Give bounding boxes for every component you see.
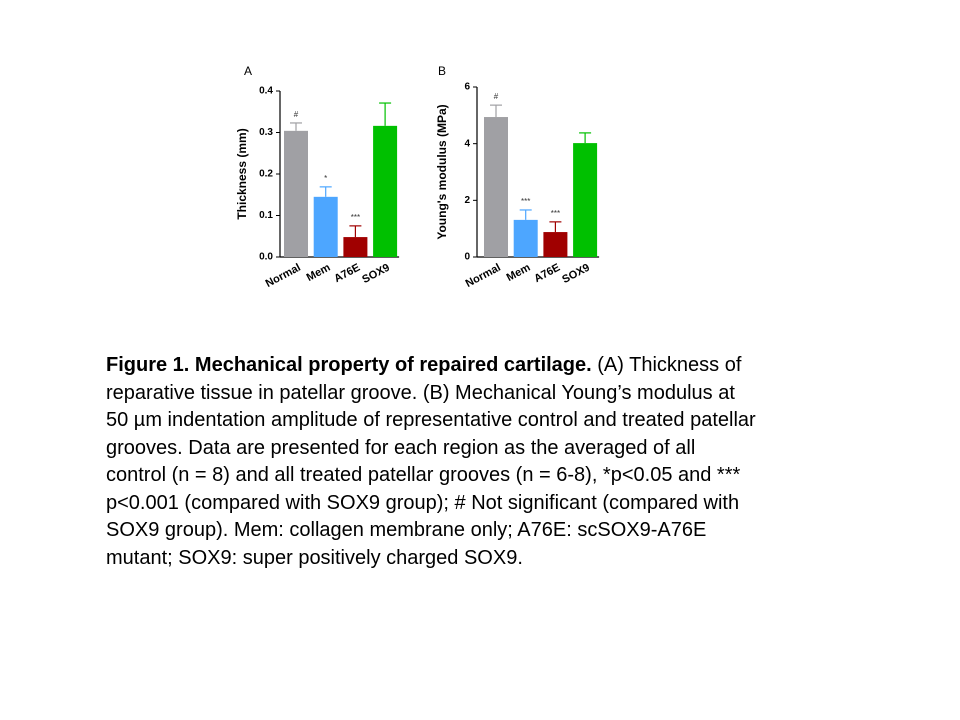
y-tick-label: 0.3 (259, 127, 273, 138)
y-tick-label: 2 (464, 195, 470, 206)
y-tick-label: 0 (464, 252, 470, 263)
bar (313, 196, 338, 257)
bar (373, 125, 398, 257)
x-tick-label: SOX9 (360, 262, 392, 286)
y-tick-label: 0.1 (259, 210, 273, 221)
bar (284, 130, 308, 257)
panel-label: A (244, 64, 252, 78)
caption-title: Figure 1. Mechanical property of repaire… (106, 354, 592, 376)
y-tick-label: 6 (464, 82, 470, 93)
y-tick-label: 0.0 (259, 252, 273, 263)
x-tick-label: Normal (264, 262, 303, 290)
x-tick-label: Mem (505, 262, 533, 284)
bar (573, 143, 598, 257)
caption-text: (A) Thickness of reparative tissue in pa… (106, 354, 756, 569)
bar (543, 232, 568, 257)
y-tick-label: 0.4 (259, 86, 273, 97)
y-tick-label: 4 (464, 138, 470, 149)
bar (513, 219, 538, 257)
y-tick-label: 0.2 (259, 169, 273, 180)
x-tick-label: Normal (464, 262, 503, 290)
x-tick-label: Mem (305, 262, 333, 284)
y-axis-label: Thickness (mm) (235, 128, 249, 219)
significance-label: *** (521, 197, 530, 206)
bar (343, 237, 368, 257)
significance-label: * (324, 174, 327, 183)
significance-label: # (494, 92, 499, 101)
x-tick-label: A76E (332, 262, 362, 286)
figure: A Thickness (mm) 0.0 0.1 0.2 0.3 0.4 # Normal * Me… (235, 64, 600, 290)
panel-label: B (438, 64, 446, 78)
significance-label: # (294, 110, 299, 119)
x-tick-label: SOX9 (560, 262, 592, 286)
caption: Figure 1. Mechanical property of repaire… (106, 352, 756, 572)
x-tick-label: A76E (532, 262, 562, 286)
y-axis-label: Young's modulus (MPa) (435, 104, 449, 239)
bar (484, 117, 508, 258)
significance-label: *** (551, 209, 560, 218)
significance-label: *** (351, 213, 360, 222)
